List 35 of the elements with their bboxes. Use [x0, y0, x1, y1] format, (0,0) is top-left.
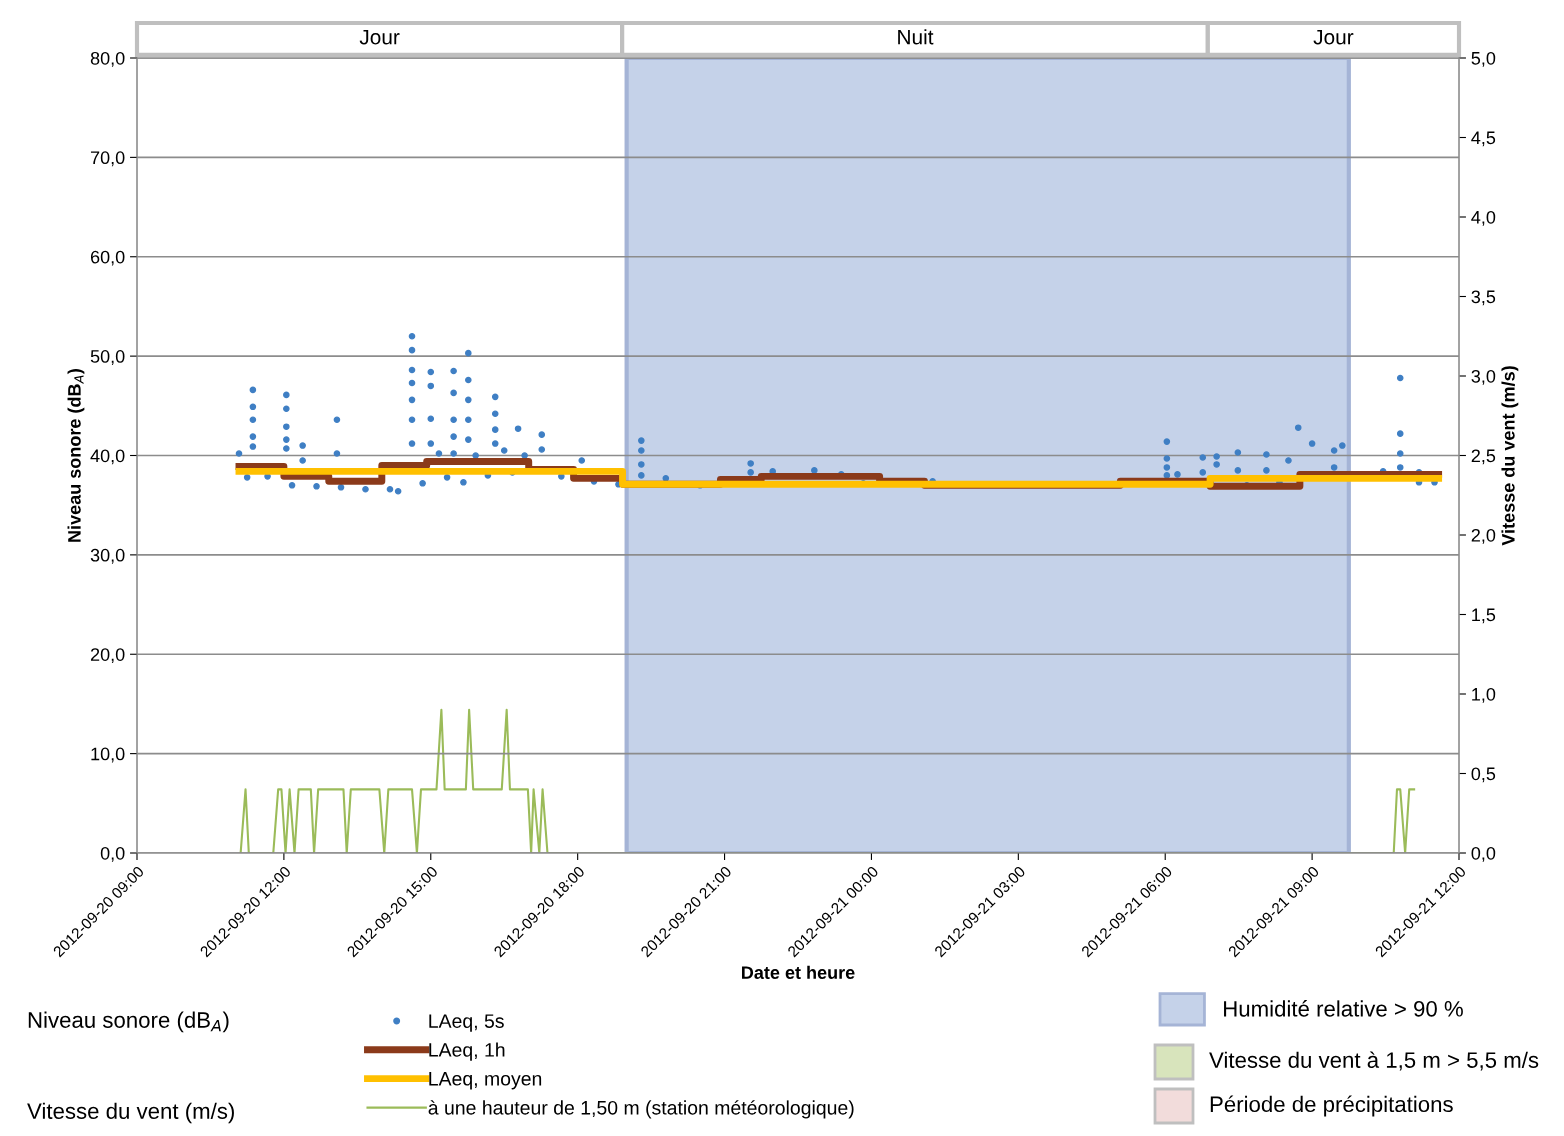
y-tick-label: 30,0 [90, 548, 125, 564]
text: Jour [1313, 29, 1354, 45]
legend-label: à une hauteur de 1,50 m (station météorologique) [428, 1100, 854, 1119]
y-tick-label: 0,0 [100, 846, 125, 862]
text: Vitesse du vent (m/s) [27, 1102, 234, 1124]
y2-tick-label: 1,0 [1472, 687, 1496, 703]
y-tick-label: 60,0 [90, 250, 125, 266]
y2-tick-label: 0,5 [1471, 767, 1496, 783]
text: Nuit [898, 29, 934, 45]
y2-tick-label: 1,5 [1472, 608, 1496, 624]
y-tick-label: 70,0 [90, 151, 125, 167]
y2-axis-title: Vitesse du vent (m/s) [1501, 366, 1519, 546]
legend-label: LAeq, 1h [429, 1042, 505, 1061]
y2-tick-label: 4,5 [1471, 131, 1496, 147]
y2-tick-label: 0,0 [1471, 846, 1496, 862]
y-tick-label: 80,0 [90, 51, 125, 67]
text: Vitesse du vent à 1,5 m > 5,5 m/s [1209, 1051, 1539, 1071]
y-axis-title: Niveau sonore (dB$_{A}$) [67, 369, 85, 542]
legend-label: LAeq, 5s [429, 1014, 504, 1032]
y2-tick-label: 5,0 [1471, 51, 1496, 67]
text: Niveau sonore (dB$_{A}$) [28, 1011, 229, 1033]
text: Période de précipitations [1210, 1095, 1453, 1117]
y2-tick-label: 3,0 [1471, 369, 1496, 385]
x-axis-title: Date et heure [742, 965, 855, 979]
y-tick-label: 50,0 [90, 350, 125, 365]
legend-label: Humidité relative > 90 % [1224, 1000, 1463, 1017]
y-tick-label: 10,0 [91, 747, 125, 763]
y-tick-label: 20,0 [90, 648, 125, 664]
y2-tick-label: 2,0 [1471, 528, 1496, 544]
y2-tick-label: 3,5 [1471, 290, 1496, 306]
y2-tick-label: 4,0 [1471, 210, 1496, 226]
y-tick-label: 40,0 [90, 449, 125, 465]
text: Jour [359, 29, 400, 45]
y2-tick-label: 2,5 [1471, 449, 1496, 465]
legend-label: LAeq, moyen [429, 1072, 542, 1090]
